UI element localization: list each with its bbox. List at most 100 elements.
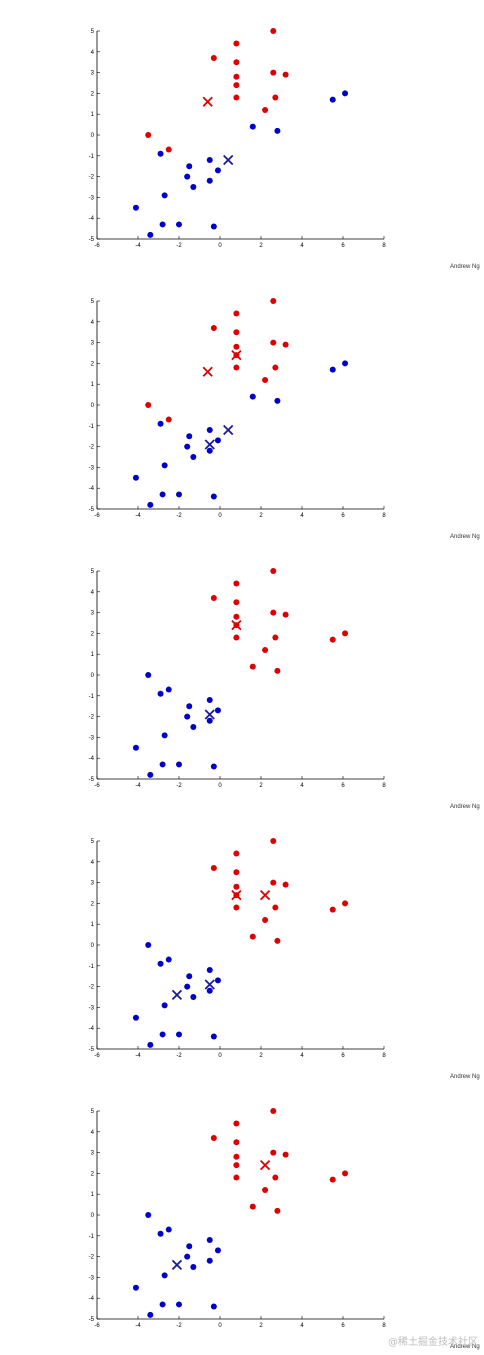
y-tick-label: 3 [91,71,95,77]
centroid-marker [259,1159,271,1171]
centroid-stroke [204,709,215,720]
data-point [157,1230,164,1237]
y-tick-label: -5 [89,507,95,513]
x-tick-label: 8 [382,243,386,249]
x-tick-label: 6 [341,1323,345,1329]
data-point [176,761,182,768]
data-point [233,1120,240,1127]
data-point [214,167,221,174]
y-tick-label: -4 [89,1026,95,1032]
data-point [233,94,240,101]
data-point [233,343,240,350]
data-point [132,1014,139,1021]
credit-label: Andrew Ng [450,264,480,270]
y-tick-label: -4 [89,486,95,492]
data-point [233,883,240,890]
x-tick-label: 6 [341,513,345,519]
x-tick-label: 4 [300,1053,304,1059]
y-tick-label: -5 [89,777,95,783]
data-point [161,1002,168,1009]
credit-label: Andrew Ng [450,1344,480,1350]
y-tick-label: 0 [91,943,95,949]
data-point [233,82,240,89]
data-point [233,40,240,47]
y-tick-label: -2 [89,985,95,991]
x-tick-label: -6 [94,243,100,249]
data-point [329,96,336,103]
data-point [210,1033,217,1040]
credit-label: Andrew Ng [450,534,480,540]
data-point [210,325,217,332]
x-tick-label: 2 [259,1053,263,1059]
x-tick-label: 0 [218,783,222,789]
data-point [159,491,166,498]
y-tick-label: -1 [89,694,95,700]
data-point [145,672,152,678]
data-point [132,204,139,211]
data-point [145,402,152,408]
data-point [210,223,217,230]
data-point [233,73,240,80]
data-point [206,177,213,184]
x-tick-label: 4 [300,783,304,789]
y-tick-label: 4 [91,860,95,866]
data-point [210,1135,217,1142]
x-tick-label: 0 [218,513,222,519]
data-point [342,90,349,97]
data-point [145,132,152,138]
x-tick-label: -4 [135,513,141,519]
x-tick-label: -2 [176,1323,182,1329]
data-point [190,994,197,1000]
chart-svg: -6 -4 -2 0 2 4 6 8 -5 -4 -3 -2 -1 0 1 2 3 4 5 [89,28,386,249]
data-point [184,1253,191,1260]
data-point [210,595,217,602]
centroid-stroke [259,1159,271,1171]
y-tick-label: -3 [89,195,95,201]
data-point [262,917,269,924]
data-point [206,1236,213,1243]
y-tick-label: -3 [89,735,95,741]
y-tick-label: 3 [91,881,95,887]
x-tick-label: 0 [218,243,222,249]
data-point [176,221,182,228]
data-point [342,360,349,367]
y-tick-label: -2 [89,715,95,721]
data-point [282,881,289,888]
data-point [159,1031,166,1038]
credit-label: Andrew Ng [450,1074,480,1080]
scatter-chart-1: -6 -4 -2 0 2 4 6 8 -5 -4 -3 -2 -1 0 1 2 3 4 5 Andrew Ng [0,0,484,270]
y-tick-label: -2 [89,175,95,181]
x-tick-label: -6 [94,513,100,519]
data-point [206,717,213,724]
data-point [272,1174,279,1181]
y-tick-label: 5 [91,839,95,845]
y-tick-label: -4 [89,756,95,762]
credit-label: Andrew Ng [450,804,480,810]
data-point [159,221,166,228]
y-tick-label: -3 [89,465,95,471]
x-tick-label: 4 [300,513,304,519]
data-point [270,838,277,844]
data-point [272,364,279,371]
centroid-stroke [223,154,234,166]
data-point [206,696,213,703]
data-point [233,599,240,606]
data-point [262,377,269,384]
data-point [233,59,240,66]
data-point [186,973,193,980]
data-point [214,1247,221,1254]
centroid-stroke [171,1259,183,1271]
data-point [165,1226,172,1233]
data-point [132,744,139,751]
centroid-stroke [202,366,213,377]
x-tick-label: 4 [300,243,304,249]
data-point [161,462,168,469]
y-tick-label: 0 [91,133,95,139]
data-point [159,761,166,768]
data-point [282,341,289,348]
y-tick-label: 5 [91,299,95,305]
data-point [342,630,349,637]
data-point [262,647,269,654]
data-point [186,703,193,710]
x-tick-label: 8 [382,783,386,789]
